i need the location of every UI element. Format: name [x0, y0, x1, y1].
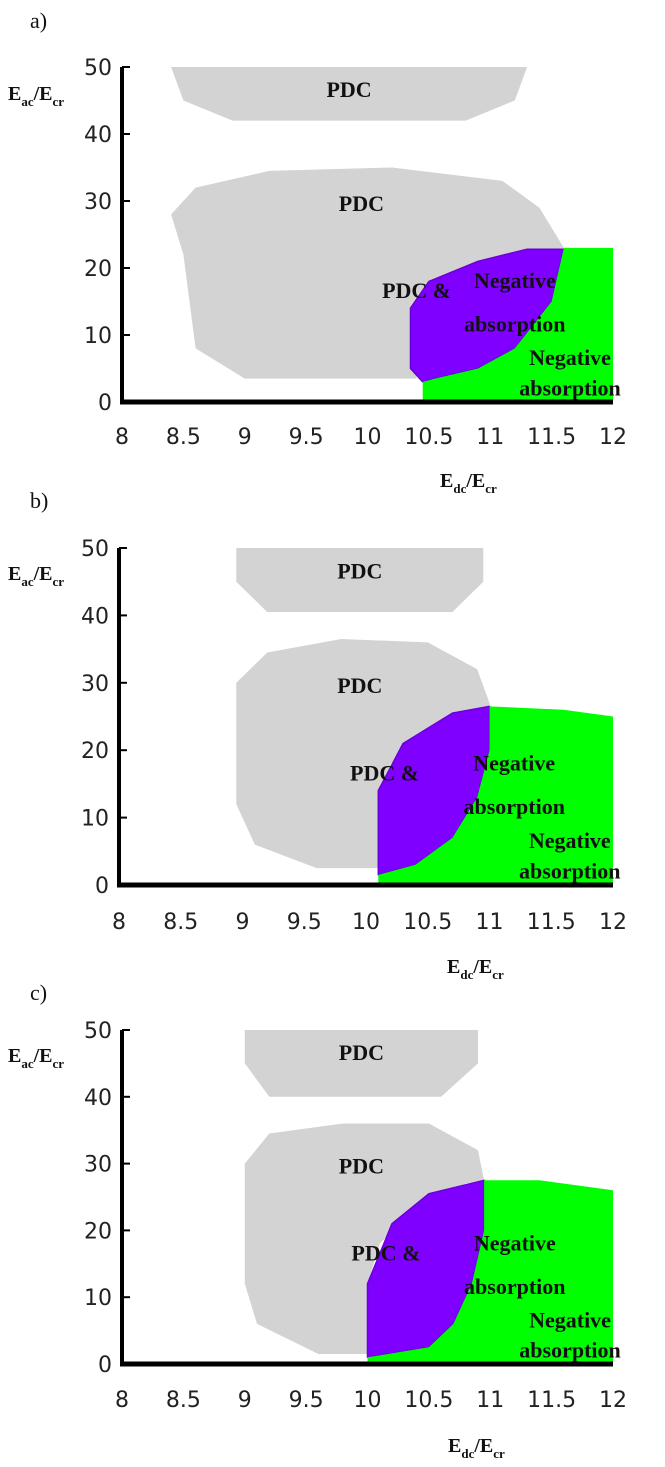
x-tick-label: 11.5 — [527, 910, 576, 935]
x-tick-label: 9 — [238, 1388, 252, 1413]
region-label-2-2: absorption — [464, 312, 565, 337]
x-tick-label: 9 — [236, 910, 250, 935]
region-label-2-2: absorption — [463, 794, 564, 819]
x-tick-label: 10.5 — [403, 910, 452, 935]
region-neg-3 — [378, 706, 613, 885]
y-tick-label: 40 — [84, 123, 112, 148]
region-label-2-0: PDC & — [351, 1240, 420, 1265]
x-tick-label: 9.5 — [289, 1388, 324, 1413]
region-pdc-0 — [171, 67, 528, 121]
region-label-3-0: Negative — [529, 345, 611, 370]
x-tick-label: 8.5 — [163, 910, 198, 935]
chart-panel-c: c) PDC PDC PDC & Negative absorption Negative a… — [8, 980, 627, 1461]
y-tick-label: 40 — [81, 604, 109, 629]
y-tick-label: 0 — [98, 391, 112, 416]
region-neg-3 — [367, 1180, 613, 1364]
y-tick-label: 40 — [84, 1086, 112, 1111]
x-tick-label: 8 — [115, 1388, 129, 1413]
region-label-3-1: absorption — [519, 375, 620, 400]
y-tick-label: 20 — [84, 257, 112, 282]
y-tick-label: 50 — [84, 1019, 112, 1044]
region-label-0: PDC — [326, 77, 371, 102]
region-pdc-1 — [236, 639, 490, 869]
y-tick-label: 10 — [84, 324, 112, 349]
x-tick-label: 11 — [476, 425, 504, 450]
x-tick-label: 8 — [112, 910, 126, 935]
x-tick-label: 12 — [599, 425, 627, 450]
region-pdc-0 — [236, 548, 484, 612]
x-tick-label: 10 — [354, 1388, 382, 1413]
x-tick-label: 10 — [352, 910, 380, 935]
region-label-0: PDC — [337, 558, 382, 583]
y-tick-label: 20 — [81, 739, 109, 764]
x-axis-label: Edc/Ecr — [448, 1435, 505, 1461]
y-tick-label: 50 — [84, 56, 112, 81]
x-axis-label: Edc/Ecr — [440, 470, 497, 496]
chart-panel-b: b) PDC PDC PDC & Negative absorption Negative a… — [8, 488, 627, 982]
x-tick-label: 11 — [476, 1388, 504, 1413]
x-tick-label: 8.5 — [166, 425, 201, 450]
x-tick-label: 8.5 — [166, 1388, 201, 1413]
x-tick-label: 10.5 — [404, 425, 453, 450]
region-label-1: PDC — [339, 191, 384, 216]
region-pdc-1 — [244, 1123, 485, 1354]
x-tick-label: 11.5 — [527, 1388, 576, 1413]
y-tick-label: 10 — [81, 807, 109, 832]
x-tick-label: 12 — [599, 910, 627, 935]
x-tick-label: 9.5 — [289, 425, 324, 450]
region-label-2-0: PDC & — [382, 278, 451, 303]
x-tick-label: 10 — [354, 425, 382, 450]
y-tick-label: 0 — [95, 874, 109, 899]
region-pdc-1 — [171, 167, 564, 379]
x-tick-label: 9 — [238, 425, 252, 450]
region-label-0: PDC — [339, 1040, 384, 1065]
region-label-3-0: Negative — [529, 828, 611, 853]
chart-panel-a: a) PDC PDC PDC & Negative absorption Negative a… — [8, 8, 627, 496]
region-label-1: PDC — [337, 673, 382, 698]
y-tick-label: 50 — [81, 537, 109, 562]
x-tick-label: 11 — [476, 910, 504, 935]
x-tick-label: 11.5 — [527, 425, 576, 450]
y-axis-label: Eac/Ecr — [8, 563, 64, 589]
region-pdc-0 — [244, 1030, 478, 1097]
region-label-2-1: Negative — [474, 268, 556, 293]
y-tick-label: 20 — [84, 1219, 112, 1244]
panel-label: a) — [30, 8, 47, 33]
y-axis-label: Eac/Ecr — [8, 83, 64, 109]
x-tick-label: 8 — [115, 425, 129, 450]
region-label-3-1: absorption — [519, 858, 620, 883]
y-tick-label: 30 — [81, 672, 109, 697]
region-label-3-0: Negative — [529, 1307, 611, 1332]
panel-label: c) — [30, 980, 47, 1005]
region-label-1: PDC — [339, 1154, 384, 1179]
region-neg-3 — [422, 247, 613, 402]
x-axis-label: Edc/Ecr — [447, 956, 504, 982]
x-tick-label: 10.5 — [404, 1388, 453, 1413]
x-tick-label: 9.5 — [287, 910, 322, 935]
y-axis-label: Eac/Ecr — [8, 1045, 64, 1071]
region-label-3-1: absorption — [519, 1337, 620, 1362]
y-tick-label: 30 — [84, 190, 112, 215]
region-label-2-0: PDC & — [350, 761, 419, 786]
region-label-2-2: absorption — [464, 1274, 565, 1299]
x-tick-label: 12 — [599, 1388, 627, 1413]
region-label-2-1: Negative — [473, 750, 555, 775]
region-both-2 — [409, 248, 565, 383]
y-tick-label: 0 — [98, 1353, 112, 1378]
region-label-2-1: Negative — [474, 1230, 556, 1255]
y-tick-label: 30 — [84, 1153, 112, 1178]
y-tick-label: 10 — [84, 1286, 112, 1311]
panel-label: b) — [30, 488, 48, 513]
